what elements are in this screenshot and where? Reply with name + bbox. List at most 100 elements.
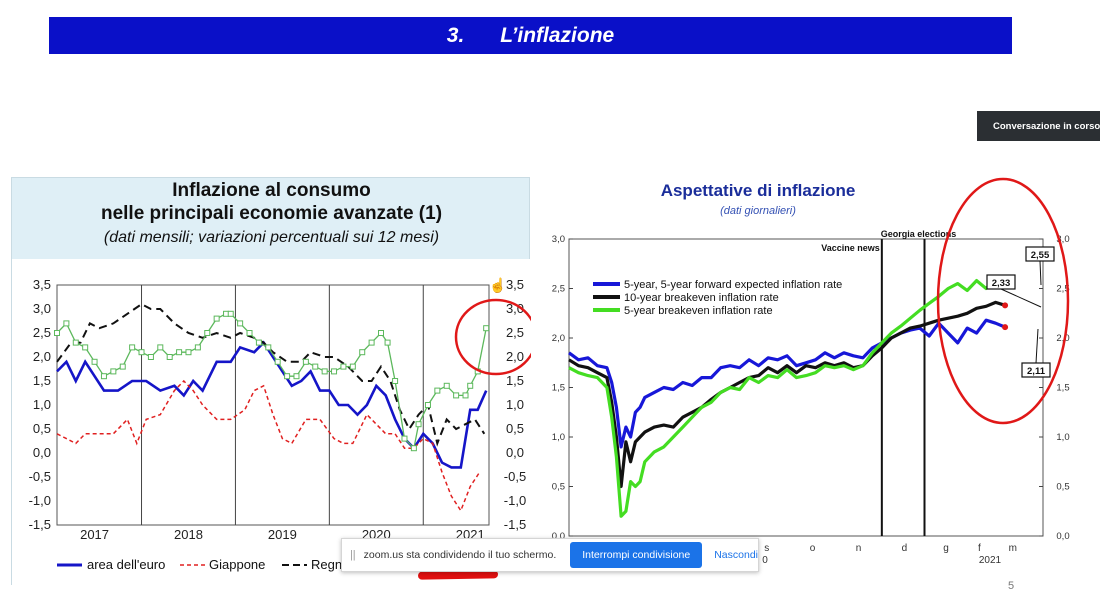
series-marker xyxy=(434,387,441,394)
callout-box xyxy=(986,274,1016,290)
right-y-tick-label: 1,0 xyxy=(1056,432,1069,443)
x-month-label: n xyxy=(856,543,862,554)
left-y-tick-label: 1,5 xyxy=(552,383,565,394)
callout-leader-line xyxy=(1035,328,1039,364)
drag-handle-icon[interactable]: || xyxy=(349,549,356,561)
left-y-tick-label: 0,5 xyxy=(552,482,565,493)
series-marker xyxy=(194,344,201,351)
expectations-chart-panel: Aspettative di inflazione (dati giornali… xyxy=(538,177,1078,585)
left-y-tick-label: 0,0 xyxy=(33,445,51,460)
series-marker xyxy=(302,358,309,365)
stop-share-button[interactable]: Interrompi condivisione xyxy=(570,542,703,568)
left-chart-title-line1: Inflazione al consumo xyxy=(172,180,371,201)
right-y-tick-label: 3,5 xyxy=(506,277,524,292)
legend-euro-label: area dell'euro xyxy=(87,557,165,572)
right-y-tick-label: 0,5 xyxy=(506,421,524,436)
series-marker xyxy=(100,373,107,380)
series-marker xyxy=(138,349,145,356)
x-month-label: s xyxy=(764,543,769,554)
left-plot-frame xyxy=(56,284,490,526)
zoom-share-bar: || zoom.us sta condividendo il tuo scher… xyxy=(341,538,759,572)
section-title: L’inflazione xyxy=(500,23,615,47)
series-marker xyxy=(63,320,70,327)
right-y-tick-label: 1,0 xyxy=(506,397,524,412)
series-line-10-year-breakeven-inflation-rate xyxy=(568,300,1006,489)
right-y-tick-label: -1,5 xyxy=(504,517,526,532)
x-month-label: m xyxy=(1009,543,1017,554)
series-end-dot xyxy=(1002,324,1009,331)
left-y-tick-label: 1,5 xyxy=(33,373,51,388)
left-chart-subtitle: (dati mensili; variazioni percentuali su… xyxy=(103,229,440,246)
left-y-tick-label: 2,0 xyxy=(33,349,51,364)
series-marker xyxy=(312,363,319,370)
right-y-tick-label: 3,0 xyxy=(1056,234,1069,245)
series-marker xyxy=(443,382,450,389)
call-toast-text: Conversazione in corso: xyxy=(993,120,1100,132)
x-month-label: g xyxy=(943,543,949,554)
right-y-tick-label: -1,0 xyxy=(504,493,526,508)
x-year-label: 2018 xyxy=(174,527,203,542)
series-marker xyxy=(129,344,136,351)
series-marker xyxy=(119,363,126,370)
series-marker xyxy=(368,339,375,346)
x-month-label: o xyxy=(810,543,816,554)
right-chart-plot: 3,0 3,0 2,5 2,5 2,0 2,0 1,5 1,5 1,0 1,0 0,5 0,5 0,0 0… xyxy=(552,177,1070,566)
right-y-tick-label: 2,5 xyxy=(1056,284,1069,295)
left-y-tick-label: 3,5 xyxy=(33,277,51,292)
callout-value: 2,55 xyxy=(1031,250,1050,261)
legend-uk-label: Regn xyxy=(311,557,342,572)
section-number: 3. xyxy=(446,23,465,47)
right-y-tick-label: 2,0 xyxy=(1056,333,1069,344)
series-marker xyxy=(384,339,391,346)
left-y-tick-label: 3,0 xyxy=(552,234,565,245)
series-marker xyxy=(274,358,281,365)
left-y-tick-label: -1,0 xyxy=(29,493,51,508)
series-marker xyxy=(157,344,164,351)
series-marker xyxy=(483,325,490,332)
right-y-tick-label: 0,0 xyxy=(506,445,524,460)
series-marker xyxy=(265,344,272,351)
series-marker xyxy=(349,363,356,370)
series-marker xyxy=(110,368,117,375)
left-y-tick-label: 2,5 xyxy=(33,325,51,340)
left-y-tick-label: 0,5 xyxy=(33,421,51,436)
right-y-tick-label: 1,5 xyxy=(506,373,524,388)
series-marker xyxy=(321,368,328,375)
series-marker xyxy=(82,344,89,351)
series-marker xyxy=(378,330,384,336)
series-marker xyxy=(331,368,338,375)
callout-value: 2,33 xyxy=(992,278,1011,289)
left-y-tick-label: 3,0 xyxy=(33,301,51,316)
hide-button[interactable]: Nascondi xyxy=(714,549,758,561)
georgia-elections-label: Georgia elections xyxy=(881,229,957,239)
call-in-progress-toast[interactable]: Conversazione in corso: xyxy=(977,111,1100,141)
series-marker xyxy=(359,349,366,356)
right-y-tick-label: 0,0 xyxy=(1056,531,1069,542)
series-marker xyxy=(72,339,79,346)
left-y-tick-label: -1,5 xyxy=(29,517,51,532)
right-y-tick-label: -0,5 xyxy=(504,469,526,484)
left-chart-title-line2: nelle principali economie avanzate (1) xyxy=(100,203,443,224)
series-marker xyxy=(185,349,192,356)
series-line-area-dell-euro xyxy=(56,340,488,469)
x-year-label: 2019 xyxy=(268,527,297,542)
right-chart-title: Aspettative di inflazione xyxy=(660,181,856,200)
legend-label: 5-year, 5-year forward expected inflatio… xyxy=(624,279,842,291)
red-highlight-circle xyxy=(454,298,531,376)
series-marker xyxy=(467,382,474,389)
series-marker xyxy=(415,421,422,428)
series-marker xyxy=(424,402,431,408)
series-marker xyxy=(410,445,417,452)
left-y-tick-label: -0,5 xyxy=(29,469,51,484)
x-year-label: 2017 xyxy=(80,527,109,542)
section-title-bar: 3. L’inflazione xyxy=(49,17,1012,54)
right-y-tick-label: 1,5 xyxy=(1056,383,1069,394)
series-marker xyxy=(176,349,183,356)
series-line-5-year-5-year-forward-expected-inflation-rate xyxy=(568,318,1006,449)
x-year-label: 0 xyxy=(762,555,768,566)
series-marker xyxy=(462,392,469,399)
series-end-dot xyxy=(1002,302,1009,309)
series-marker xyxy=(255,339,262,346)
left-chart-plot: 3,5 3,5 3,0 3,0 2,5 2,5 2,0 2,0 1,5 1,5 1,0 1,0 0,5 0… xyxy=(12,259,531,586)
left-y-tick-label: 2,5 xyxy=(552,284,565,295)
